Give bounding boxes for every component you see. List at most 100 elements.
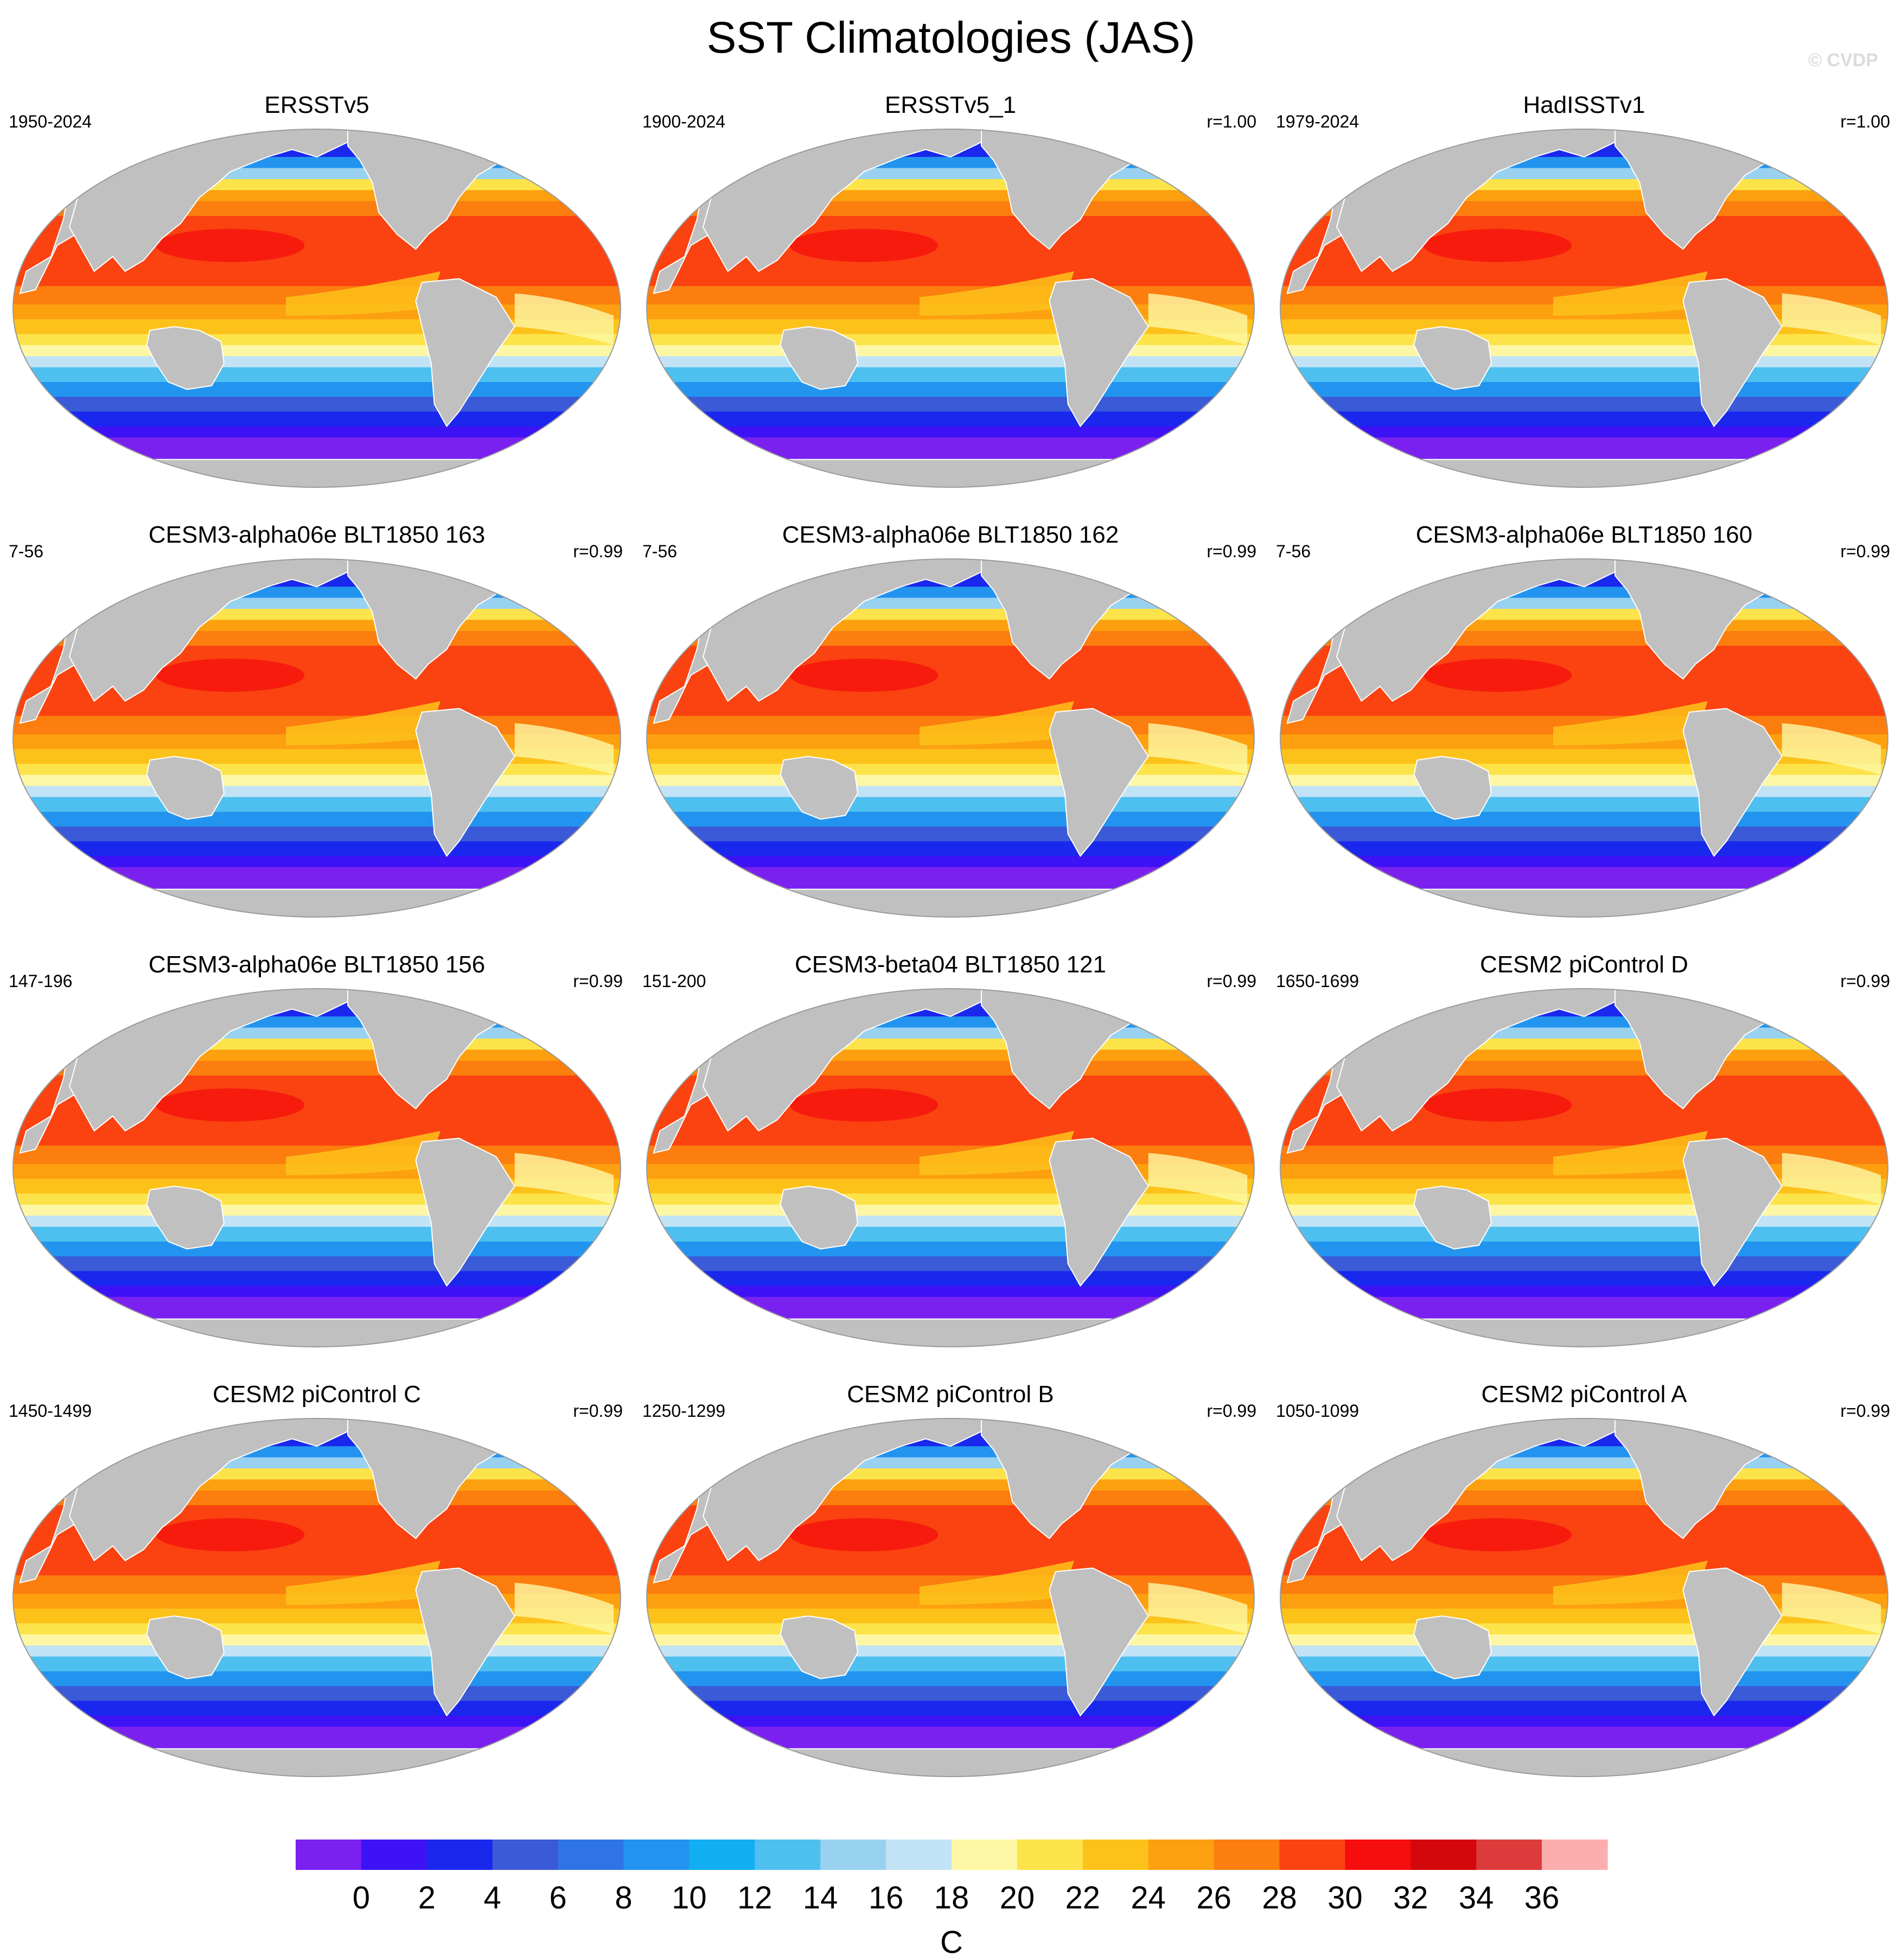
- sst-band: [647, 426, 1254, 438]
- panel-period: 1250-1299: [642, 1401, 726, 1421]
- colorbar-swatch: [1082, 1840, 1149, 1870]
- map-border: [1280, 129, 1888, 488]
- colorbar-swatch: [296, 1840, 362, 1870]
- sst-band: [647, 763, 1254, 775]
- sst-band: [647, 1645, 1254, 1657]
- sst-band: [647, 1671, 1254, 1687]
- sst-band: [1280, 1205, 1888, 1217]
- land-greenland: [1166, 559, 1217, 584]
- sst-band: [13, 1226, 621, 1242]
- land-australia: [1413, 326, 1492, 390]
- sst-band: [647, 157, 1254, 169]
- warm-pool: [156, 228, 305, 262]
- sst-band: [13, 797, 621, 812]
- colorbar-swatch: [492, 1840, 559, 1870]
- panel-title: CESM2 piControl C: [213, 1381, 421, 1408]
- sst-band: [13, 397, 621, 412]
- sst-band: [1280, 168, 1888, 180]
- land-samerica: [1049, 1567, 1150, 1717]
- panel-period: 1450-1499: [9, 1401, 92, 1421]
- sst-band: [1280, 1634, 1888, 1646]
- sst-band: [13, 1205, 621, 1217]
- land-samerica: [1049, 278, 1150, 428]
- warm-pool: [789, 658, 939, 692]
- map-content: [1280, 1418, 1888, 1777]
- sst-band: [647, 367, 1254, 383]
- colorbar-swatch: [558, 1840, 624, 1870]
- sst-band: [1280, 1242, 1888, 1257]
- cold-tongue: [1553, 701, 1708, 746]
- sst-band: [647, 1027, 1254, 1039]
- land-australia: [146, 1615, 225, 1679]
- sst-band: [13, 1242, 621, 1257]
- sst-band: [13, 367, 621, 383]
- map-content: [13, 1418, 621, 1777]
- sst-band: [647, 1193, 1254, 1205]
- map-panel: CESM3-alpha06e BLT1850 162 7-56 r=0.99: [634, 521, 1267, 951]
- cold-tongue: [920, 271, 1074, 316]
- sst-band: [647, 1216, 1254, 1227]
- land-greenland: [1166, 1418, 1217, 1443]
- colorbar-swatch: [1148, 1840, 1215, 1870]
- warm-pool: [156, 658, 305, 692]
- sst-band: [1280, 1446, 1888, 1458]
- sst-band: [13, 1686, 621, 1702]
- sst-band: [13, 1193, 621, 1205]
- sst-band: [647, 356, 1254, 368]
- colorbar-tick-label: 20: [999, 1880, 1035, 1916]
- map-border: [12, 1418, 621, 1777]
- panel-correlation: r=0.99: [1207, 971, 1256, 991]
- sst-band: [1280, 1193, 1888, 1205]
- colorbar-swatch: [755, 1840, 821, 1870]
- sst-band: [13, 426, 621, 438]
- sst-band: [647, 841, 1254, 857]
- sst-band: [1280, 587, 1888, 599]
- sst-band: [647, 1242, 1254, 1257]
- benguela-upwelling: [514, 1582, 614, 1634]
- map-panel: CESM3-alpha06e BLT1850 163 7-56 r=0.99: [0, 521, 634, 951]
- sst-band: [1280, 157, 1888, 169]
- panel-correlation: r=1.00: [1840, 112, 1890, 131]
- sst-band: [647, 1205, 1254, 1217]
- colorbar-unit: C: [940, 1925, 963, 1960]
- sst-band: [13, 1271, 621, 1287]
- sst-band: [1280, 1645, 1888, 1657]
- sst-band: [647, 1457, 1254, 1469]
- colorbar-swatch: [1345, 1840, 1411, 1870]
- sst-band: [13, 1016, 621, 1028]
- sst-map: [12, 988, 621, 1347]
- sst-map: [12, 129, 621, 488]
- colorbar-swatch: [952, 1840, 1018, 1870]
- cold-tongue: [920, 1131, 1074, 1175]
- sst-band: [1280, 1671, 1888, 1687]
- colorbar-tick-label: 6: [549, 1880, 567, 1916]
- panel-period: 147-196: [9, 971, 73, 991]
- map-border: [12, 129, 621, 488]
- sst-band: [13, 1457, 621, 1469]
- panel-title: CESM3-alpha06e BLT1850 160: [1415, 521, 1753, 548]
- sst-band: [1280, 856, 1888, 868]
- panel-correlation: r=0.99: [1207, 542, 1256, 561]
- map-content: [647, 129, 1254, 487]
- land-australia: [146, 755, 225, 820]
- panel-period: 7-56: [642, 542, 678, 561]
- sst-band: [647, 775, 1254, 787]
- colorbar-swatch: [1214, 1840, 1280, 1870]
- sst-band: [647, 1634, 1254, 1646]
- sst-band: [13, 1671, 621, 1687]
- colorbar-tick-label: 22: [1065, 1880, 1101, 1916]
- colorbar-tick-label: 26: [1196, 1880, 1231, 1916]
- land-australia: [780, 326, 859, 390]
- sst-map: [1280, 988, 1888, 1347]
- sst-band: [1280, 1701, 1888, 1716]
- panel-period: 1979-2024: [1276, 112, 1360, 131]
- land-samerica: [1682, 708, 1783, 857]
- panel-title: ERSSTv5_1: [884, 92, 1017, 118]
- sst-map: [12, 1418, 621, 1777]
- sst-band: [13, 1256, 621, 1272]
- panel-period: 1950-2024: [9, 112, 92, 131]
- map-panel: CESM3-alpha06e BLT1850 156 147-196 r=0.99: [0, 951, 634, 1380]
- land-australia: [780, 755, 859, 820]
- sst-band: [13, 597, 621, 609]
- sst-band: [13, 1634, 621, 1646]
